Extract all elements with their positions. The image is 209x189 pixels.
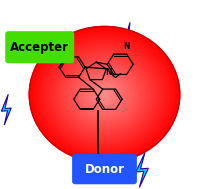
Circle shape bbox=[42, 38, 167, 151]
Circle shape bbox=[102, 92, 107, 97]
Circle shape bbox=[66, 59, 143, 130]
Circle shape bbox=[76, 68, 133, 121]
Circle shape bbox=[87, 79, 122, 110]
Circle shape bbox=[32, 29, 177, 160]
Circle shape bbox=[62, 56, 147, 133]
Circle shape bbox=[47, 42, 162, 147]
Circle shape bbox=[54, 49, 155, 140]
Circle shape bbox=[98, 89, 111, 100]
Circle shape bbox=[39, 36, 170, 153]
Circle shape bbox=[73, 66, 136, 123]
Circle shape bbox=[51, 46, 158, 143]
Circle shape bbox=[58, 53, 151, 136]
Circle shape bbox=[67, 60, 142, 129]
FancyBboxPatch shape bbox=[72, 154, 137, 184]
Circle shape bbox=[97, 88, 112, 101]
Circle shape bbox=[103, 93, 106, 96]
Circle shape bbox=[92, 83, 117, 106]
Circle shape bbox=[91, 82, 118, 107]
Circle shape bbox=[88, 80, 121, 109]
Circle shape bbox=[93, 84, 116, 105]
Circle shape bbox=[48, 43, 161, 146]
Circle shape bbox=[96, 87, 113, 102]
Polygon shape bbox=[124, 22, 135, 57]
Circle shape bbox=[36, 32, 173, 157]
Polygon shape bbox=[136, 153, 148, 187]
Circle shape bbox=[89, 81, 120, 108]
Circle shape bbox=[78, 71, 131, 118]
Circle shape bbox=[63, 57, 146, 132]
Text: N: N bbox=[105, 68, 112, 77]
FancyBboxPatch shape bbox=[5, 31, 74, 63]
Circle shape bbox=[41, 37, 168, 152]
Circle shape bbox=[46, 41, 163, 148]
Circle shape bbox=[68, 62, 141, 127]
Circle shape bbox=[29, 26, 180, 163]
Circle shape bbox=[69, 63, 140, 126]
Circle shape bbox=[74, 67, 135, 122]
Circle shape bbox=[101, 91, 108, 98]
Text: N: N bbox=[123, 42, 130, 51]
Polygon shape bbox=[1, 94, 11, 125]
Circle shape bbox=[77, 70, 132, 119]
Circle shape bbox=[31, 28, 178, 161]
Circle shape bbox=[79, 72, 130, 117]
Text: Donor: Donor bbox=[84, 163, 125, 176]
Circle shape bbox=[94, 85, 115, 104]
Circle shape bbox=[34, 31, 175, 158]
Circle shape bbox=[52, 47, 157, 142]
Circle shape bbox=[53, 48, 156, 141]
Circle shape bbox=[72, 65, 137, 124]
Circle shape bbox=[99, 90, 110, 99]
Circle shape bbox=[86, 77, 123, 112]
Circle shape bbox=[43, 39, 166, 150]
Circle shape bbox=[59, 54, 150, 135]
Circle shape bbox=[57, 51, 152, 138]
Circle shape bbox=[83, 75, 126, 114]
Polygon shape bbox=[165, 91, 178, 128]
Circle shape bbox=[84, 76, 125, 113]
Circle shape bbox=[49, 45, 160, 144]
Circle shape bbox=[82, 74, 127, 115]
Circle shape bbox=[44, 40, 165, 149]
Circle shape bbox=[61, 55, 148, 134]
Circle shape bbox=[33, 30, 176, 159]
Circle shape bbox=[56, 50, 153, 139]
Circle shape bbox=[38, 34, 171, 155]
Circle shape bbox=[71, 64, 138, 125]
Text: Accepter: Accepter bbox=[10, 41, 69, 54]
Circle shape bbox=[81, 73, 128, 116]
Circle shape bbox=[37, 33, 172, 156]
Circle shape bbox=[64, 58, 145, 131]
